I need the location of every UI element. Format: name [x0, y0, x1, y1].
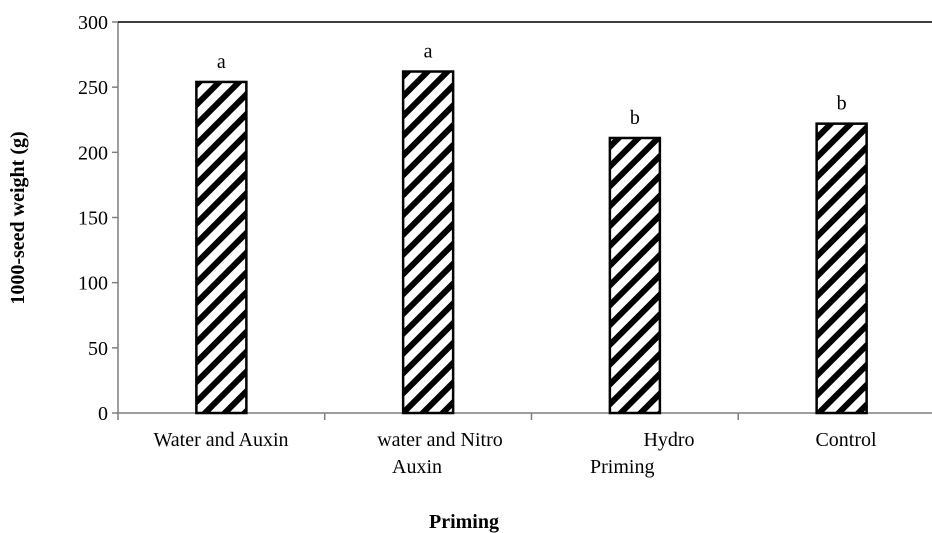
bar — [815, 122, 868, 415]
x-category-label: Control — [815, 429, 877, 451]
y-tick-label: 50 — [88, 338, 108, 360]
y-tick-label: 150 — [78, 208, 108, 230]
y-tick-label: 0 — [98, 403, 108, 425]
y-tick-label: 300 — [78, 12, 108, 34]
y-tick-label: 200 — [78, 142, 108, 164]
x-category-label: Water and Auxin — [153, 429, 288, 451]
labels: a Water and Auxin a water and Nitro Auxin b Hy… — [153, 41, 877, 478]
x-category-label: Auxin — [392, 456, 442, 478]
y-axis-title: 1000-seed weight (g) — [7, 131, 29, 304]
x-category-label: water and Nitro — [377, 429, 503, 451]
bar — [195, 80, 248, 415]
y-tick-label: 250 — [78, 77, 108, 99]
bar-data-label: a — [217, 51, 226, 73]
bar-data-label: b — [837, 93, 847, 115]
bar — [401, 70, 455, 415]
y-tick-label: 100 — [78, 273, 108, 295]
x-axis-title: Priming — [429, 511, 499, 533]
bar-data-label: a — [424, 41, 433, 63]
axes: 0 50 100 150 200 250 300 — [78, 12, 932, 425]
x-category-label: Hydro — [643, 429, 694, 451]
bar-data-label: b — [630, 107, 640, 129]
bar — [608, 136, 662, 415]
x-category-label: Priming — [590, 456, 654, 478]
bars — [195, 70, 868, 415]
